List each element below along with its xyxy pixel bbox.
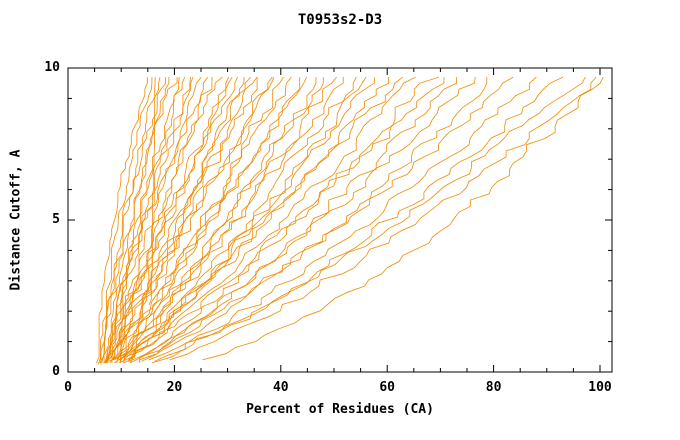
plot-box — [67, 67, 613, 373]
model-curve — [103, 76, 275, 364]
model-curve — [123, 76, 357, 361]
model-curve — [104, 76, 307, 364]
model-curve — [169, 76, 597, 361]
model-curve — [139, 76, 514, 363]
model-curve — [106, 76, 209, 363]
model-curve — [128, 76, 404, 361]
model-curve — [127, 77, 375, 362]
x-tick-label: 20 — [166, 380, 183, 395]
model-curve — [202, 76, 604, 361]
model-curve — [151, 76, 564, 364]
model-curve — [129, 77, 445, 364]
model-curve — [96, 77, 148, 364]
model-curve — [114, 76, 230, 361]
model-curve — [148, 77, 156, 306]
model-curve — [118, 77, 390, 364]
model-curve — [110, 77, 213, 362]
y-tick-label: 5 — [52, 212, 60, 227]
model-curve — [103, 77, 167, 362]
x-tick-label: 40 — [272, 380, 289, 395]
model-curve — [123, 77, 301, 362]
x-tick-label: 60 — [379, 380, 396, 395]
x-tick-label: 100 — [588, 380, 612, 395]
model-curve — [120, 76, 292, 363]
model-curve — [112, 77, 245, 361]
model-curve — [122, 76, 367, 364]
model-curve — [141, 77, 488, 362]
model-curve — [129, 77, 476, 364]
model-curve — [104, 76, 233, 364]
x-axis-label: Percent of Residues (CA) — [246, 402, 434, 417]
model-curve — [97, 77, 153, 365]
model-curve — [105, 77, 258, 364]
model-curve — [105, 76, 194, 362]
model-curve — [154, 76, 586, 362]
model-curve — [111, 76, 223, 363]
model-curve — [139, 77, 457, 361]
model-curve — [103, 76, 252, 364]
model-curve — [114, 77, 324, 364]
x-tick-label: 0 — [64, 380, 72, 395]
model-curve — [113, 76, 202, 361]
model-curve — [99, 77, 161, 364]
model-curve — [106, 76, 186, 363]
model-curve — [148, 76, 537, 361]
y-tick-label: 10 — [44, 60, 60, 75]
model-curve — [124, 76, 416, 364]
model-curve — [116, 76, 284, 361]
model-curve — [116, 77, 344, 364]
x-tick-label: 80 — [485, 380, 502, 395]
model-curve — [112, 76, 273, 361]
chart-title: T0953s2-D3 — [297, 12, 383, 28]
model-curve — [100, 77, 178, 365]
y-tick-label: 0 — [52, 364, 60, 379]
model-curve — [109, 76, 238, 364]
curves-group — [96, 76, 604, 365]
